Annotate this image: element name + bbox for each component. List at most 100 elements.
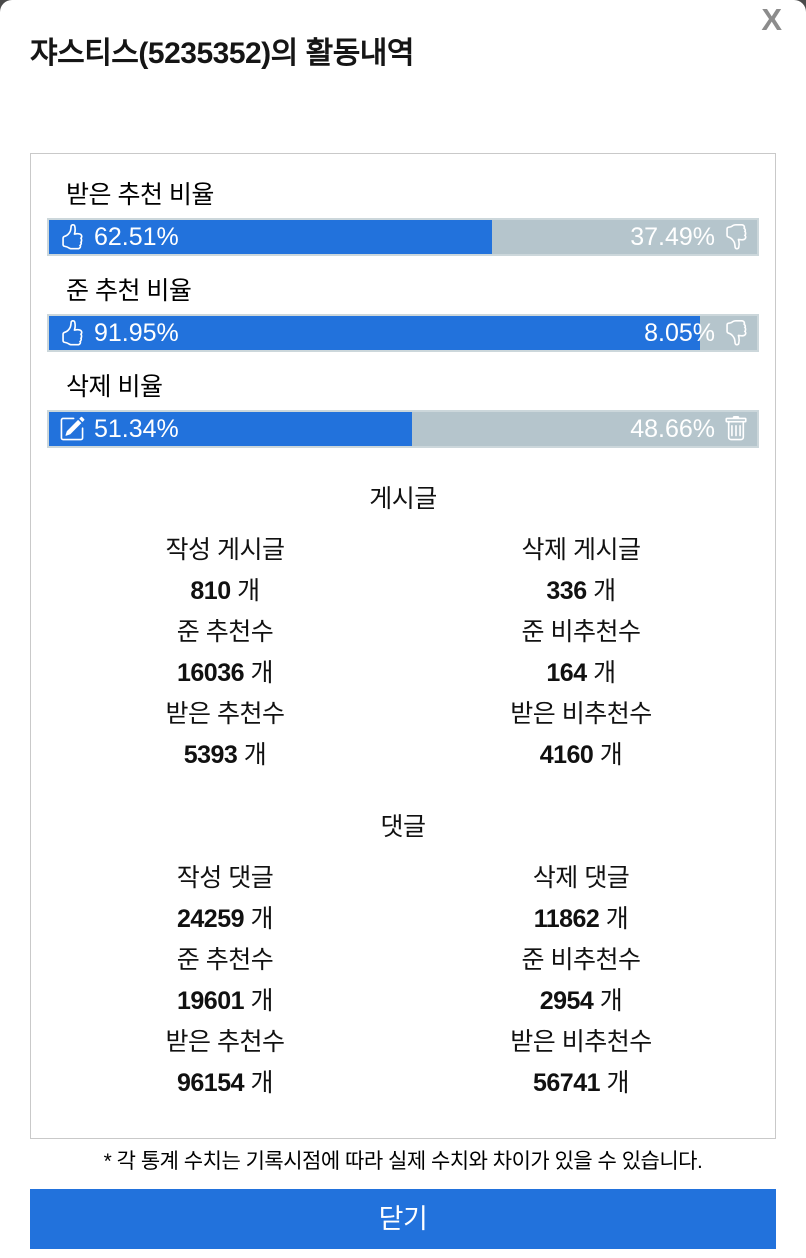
page-title: 쟈스티스(5235352)의 활동내역 xyxy=(30,37,415,70)
posts-section-title: 게시글 xyxy=(369,485,437,513)
stat-unit: 개 xyxy=(250,659,273,687)
ratio-left-percent: 91.95% xyxy=(94,318,179,347)
stat-given-likes-comments: 준 추천수 19601 개 xyxy=(47,940,403,1022)
stat-unit: 개 xyxy=(593,577,616,605)
stat-value: 4160 개 xyxy=(403,735,759,776)
stat-unit: 개 xyxy=(593,659,616,687)
ratio-fill xyxy=(49,220,492,254)
ratio-right-percent: 8.05% xyxy=(644,318,715,347)
stat-value: 16036 개 xyxy=(47,653,403,694)
stat-label: 준 비추천수 xyxy=(521,618,641,646)
received-like-ratio-label: 받은 추천 비율 xyxy=(66,181,214,209)
ratio-left-percent: 62.51% xyxy=(94,222,179,251)
stat-number: 4160 xyxy=(539,741,594,769)
stat-number: 19601 xyxy=(177,987,245,1015)
stat-value: 24259 개 xyxy=(47,899,403,940)
stat-unit: 개 xyxy=(237,577,260,605)
stat-label: 받은 추천수 xyxy=(165,700,285,728)
given-like-ratio-bar: 91.95% 8.05% xyxy=(47,314,759,352)
deletion-ratio-bar: 51.34% 48.66% xyxy=(47,410,759,448)
stat-label: 작성 댓글 xyxy=(176,864,274,892)
stat-unit: 개 xyxy=(250,1069,273,1097)
stats-card: 받은 추천 비율 62.51% 37.49% 준 추천 비율 xyxy=(30,153,776,1139)
deletion-ratio-block: 삭제 비율 51.34% 48.66% xyxy=(47,372,759,448)
stat-value: 5393 개 xyxy=(47,735,403,776)
stat-label: 준 추천수 xyxy=(176,618,274,646)
stat-number: 810 xyxy=(190,577,231,605)
stat-number: 336 xyxy=(546,577,587,605)
stat-deleted-posts: 삭제 게시글 336 개 xyxy=(403,530,759,612)
stat-label: 받은 비추천수 xyxy=(510,1028,652,1056)
comments-section-title: 댓글 xyxy=(380,813,426,841)
given-like-ratio-label: 준 추천 비율 xyxy=(66,277,192,305)
stat-unit: 개 xyxy=(599,741,623,769)
stat-value: 96154 개 xyxy=(47,1063,403,1104)
thumbs-down-icon xyxy=(723,224,749,250)
close-x-button[interactable]: X xyxy=(761,2,782,37)
stat-received-likes-comments: 받은 추천수 96154 개 xyxy=(47,1022,403,1104)
stat-value: 2954 개 xyxy=(403,981,759,1022)
stat-deleted-comments: 삭제 댓글 11862 개 xyxy=(403,858,759,940)
stat-number: 96154 xyxy=(177,1069,245,1097)
stat-number: 56741 xyxy=(533,1069,601,1097)
trash-icon xyxy=(723,416,749,442)
disclaimer-note: * 각 통계 수치는 기록시점에 따라 실제 수치와 차이가 있을 수 있습니다… xyxy=(103,1150,703,1173)
stat-given-dislikes-posts: 준 비추천수 164 개 xyxy=(403,612,759,694)
stat-unit: 개 xyxy=(243,741,267,769)
posts-stats-grid: 작성 게시글 810 개 삭제 게시글 336 개 준 추천수 16036 개 … xyxy=(47,530,759,776)
stat-label: 삭제 댓글 xyxy=(532,864,630,892)
thumbs-up-icon xyxy=(59,320,85,346)
modal-header: 쟈스티스(5235352)의 활동내역 X xyxy=(0,0,806,72)
ratio-fill xyxy=(49,412,413,446)
stat-unit: 개 xyxy=(606,1069,629,1097)
stat-label: 준 추천수 xyxy=(176,946,274,974)
given-like-ratio-block: 준 추천 비율 91.95% 8.05% xyxy=(47,276,759,352)
stat-given-likes-posts: 준 추천수 16036 개 xyxy=(47,612,403,694)
close-button[interactable]: 닫기 xyxy=(30,1189,776,1249)
stat-label: 준 비추천수 xyxy=(521,946,641,974)
ratio-right-percent: 48.66% xyxy=(630,414,715,443)
ratio-right-value: 48.66% xyxy=(630,412,749,446)
thumbs-up-icon xyxy=(59,224,85,250)
ratio-left-percent: 51.34% xyxy=(94,414,179,443)
stat-written-comments: 작성 댓글 24259 개 xyxy=(47,858,403,940)
received-like-ratio-bar: 62.51% 37.49% xyxy=(47,218,759,256)
stat-unit: 개 xyxy=(605,905,629,933)
ratio-right-percent: 37.49% xyxy=(630,222,715,251)
stat-value: 56741 개 xyxy=(403,1063,759,1104)
ratio-right-value: 8.05% xyxy=(644,316,749,350)
stat-label: 삭제 게시글 xyxy=(521,536,641,564)
stat-unit: 개 xyxy=(250,905,273,933)
ratio-left-value: 62.51% xyxy=(59,220,179,254)
stat-unit: 개 xyxy=(250,987,273,1015)
received-like-ratio-block: 받은 추천 비율 62.51% 37.49% xyxy=(47,180,759,256)
stat-unit: 개 xyxy=(599,987,623,1015)
stat-number: 5393 xyxy=(183,741,238,769)
ratio-fill xyxy=(49,316,700,350)
stat-received-dislikes-comments: 받은 비추천수 56741 개 xyxy=(403,1022,759,1104)
ratio-left-value: 91.95% xyxy=(59,316,179,350)
stat-label: 받은 비추천수 xyxy=(510,700,652,728)
ratio-right-value: 37.49% xyxy=(630,220,749,254)
stat-value: 336 개 xyxy=(403,571,759,612)
stat-number: 16036 xyxy=(177,659,245,687)
deletion-ratio-label: 삭제 비율 xyxy=(66,373,163,401)
stat-received-dislikes-posts: 받은 비추천수 4160 개 xyxy=(403,694,759,776)
ratio-left-value: 51.34% xyxy=(59,412,179,446)
stat-label: 받은 추천수 xyxy=(165,1028,285,1056)
stat-value: 11862 개 xyxy=(403,899,759,940)
stat-number: 2954 xyxy=(539,987,594,1015)
stat-number: 24259 xyxy=(177,905,245,933)
comments-stats-grid: 작성 댓글 24259 개 삭제 댓글 11862 개 준 추천수 19601 … xyxy=(47,858,759,1104)
stat-value: 810 개 xyxy=(47,571,403,612)
thumbs-down-icon xyxy=(723,320,749,346)
stat-value: 164 개 xyxy=(403,653,759,694)
stat-label: 작성 게시글 xyxy=(165,536,285,564)
pencil-square-icon xyxy=(59,416,85,442)
stat-given-dislikes-comments: 준 비추천수 2954 개 xyxy=(403,940,759,1022)
stat-number: 164 xyxy=(546,659,587,687)
stat-received-likes-posts: 받은 추천수 5393 개 xyxy=(47,694,403,776)
stat-value: 19601 개 xyxy=(47,981,403,1022)
stat-number: 11862 xyxy=(533,905,600,933)
